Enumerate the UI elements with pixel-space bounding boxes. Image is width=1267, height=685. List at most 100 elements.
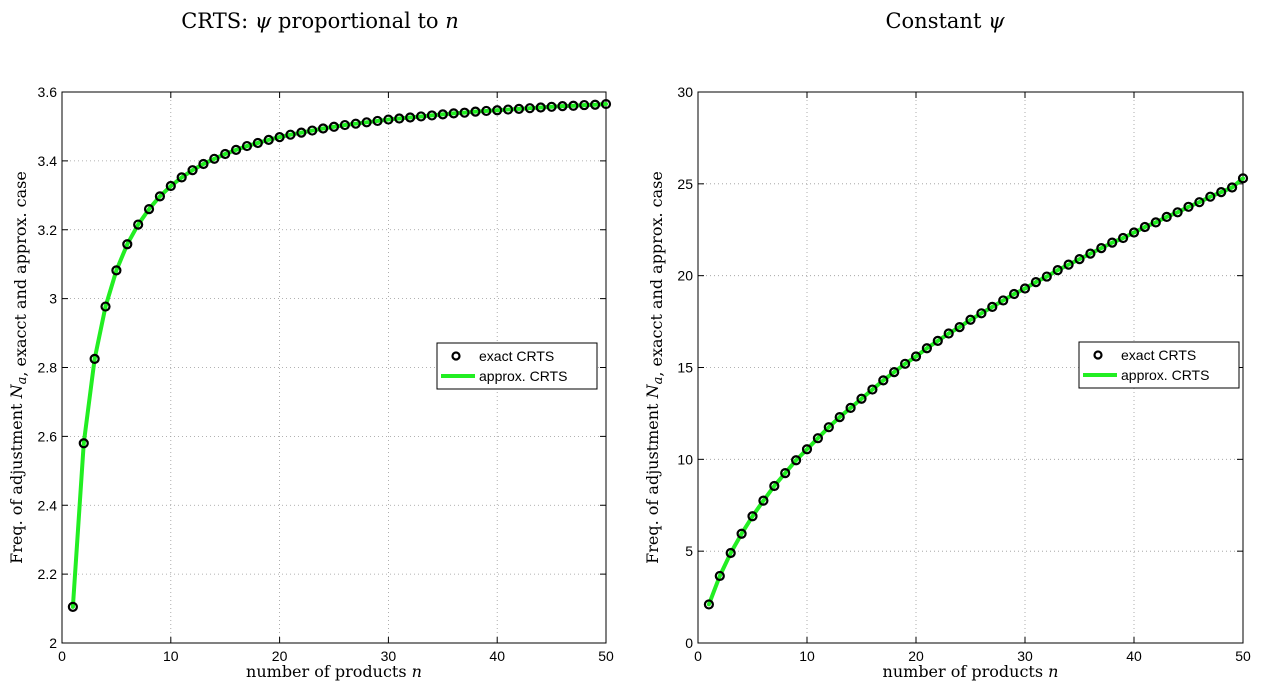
legend-marker-exact (451, 351, 461, 361)
x-axis-label: number of products n (246, 662, 422, 681)
data-point-exact (1117, 232, 1129, 244)
x-tick-label: 10 (799, 648, 815, 664)
y-tick-label: 5 (685, 543, 693, 559)
data-point-exact (878, 375, 889, 386)
data-point-exact (274, 132, 285, 143)
y-tick-label: 3 (49, 291, 57, 307)
data-point-exact (590, 99, 601, 110)
y-axis-label: Freq. of adjustment Na, exacct and appro… (7, 171, 30, 564)
data-point-exact (1074, 254, 1085, 265)
data-point-exact (394, 113, 405, 124)
data-point-exact (176, 172, 187, 183)
x-tick-label: 40 (1126, 648, 1142, 664)
data-point-exact (910, 351, 922, 362)
data-point-exact (1008, 288, 1020, 300)
data-point-exact (513, 103, 525, 114)
data-point-exact (285, 129, 296, 140)
data-point-exact (122, 239, 133, 250)
data-point-exact (481, 105, 492, 117)
data-point-exact (954, 321, 965, 333)
data-point-exact (100, 301, 111, 312)
y-tick-label: 3.6 (38, 84, 58, 100)
data-point-exact (1041, 271, 1052, 282)
data-point-exact (415, 111, 427, 122)
chart-title: Constant ψ (885, 9, 1005, 33)
data-point-exact (1139, 221, 1151, 233)
legend-label-exact: exact CRTS (1121, 347, 1196, 363)
data-point-exact (307, 125, 318, 136)
data-point-exact (579, 99, 590, 111)
x-tick-label: 40 (489, 648, 505, 664)
data-point-exact (899, 358, 911, 369)
chart-panel-1: 0 10 20 30 40 50 2 2.2 2.4 2.6 2.8 3 3.2 3.4 3.6 CRTS: … (7, 9, 614, 681)
data-point-exact (318, 123, 329, 134)
data-point-exact (1172, 207, 1183, 218)
data-point-exact (703, 599, 715, 610)
y-tick-label: 15 (677, 360, 693, 376)
y-tick-label: 2.4 (38, 497, 58, 513)
data-point-exact (812, 433, 824, 444)
legend-box (1078, 341, 1240, 389)
data-point-exact (437, 109, 448, 120)
data-point-exact (1019, 283, 1031, 294)
y-tick-label: 3.2 (38, 222, 58, 238)
legend-label-exact: exact CRTS (479, 348, 554, 364)
data-point-exact (426, 110, 438, 121)
data-point-exact (350, 118, 361, 129)
legend-label-approx: approx. CRTS (1121, 367, 1209, 383)
data-point-exact (220, 148, 231, 160)
x-tick-label: 0 (694, 648, 702, 664)
y-tick-label: 20 (677, 268, 693, 284)
y-axis-label: Freq. of adjustment Na, exacct and appro… (643, 171, 666, 564)
data-point-exact (834, 411, 845, 423)
data-point-exact (823, 422, 834, 433)
data-point-exact (1216, 186, 1227, 198)
legend: exact CRTS approx. CRTS (436, 342, 598, 390)
x-tick-label: 20 (908, 648, 924, 664)
data-point-exact (89, 353, 100, 364)
data-point-exact (448, 108, 459, 119)
legend-marker-exact (1093, 350, 1103, 360)
data-point-exact (524, 103, 535, 114)
data-point-exact (1237, 173, 1249, 184)
data-point-exact (758, 495, 769, 506)
data-point-exact (714, 570, 725, 582)
data-point-exact (492, 105, 503, 116)
data-point-exact (600, 98, 612, 110)
data-point-exact (736, 528, 747, 539)
data-point-exact (230, 144, 242, 155)
data-point-exact (557, 101, 568, 112)
data-point-exact (459, 107, 470, 118)
data-point-exact (965, 314, 976, 325)
data-point-exact (1194, 197, 1205, 208)
data-point-exact (339, 119, 350, 131)
data-point-exact (1161, 211, 1172, 222)
series-line-approx (70, 102, 608, 609)
data-point-exact (470, 106, 481, 117)
data-point-exact (296, 127, 307, 138)
legend-box (436, 342, 598, 390)
data-point-exact (209, 153, 220, 164)
series-line-approx (706, 176, 1245, 607)
data-point-exact (790, 455, 802, 466)
data-point-exact (361, 117, 372, 128)
x-tick-label: 50 (1235, 648, 1251, 664)
data-point-exact (502, 104, 514, 115)
data-point-exact (747, 511, 758, 522)
x-tick-label: 0 (58, 648, 66, 664)
data-point-exact (987, 301, 998, 312)
data-point-exact (998, 295, 1009, 306)
x-tick-label: 20 (272, 648, 288, 664)
data-point-exact (1150, 217, 1161, 228)
data-point-exact (1107, 237, 1118, 248)
data-point-exact (241, 140, 253, 152)
y-tick-label: 10 (677, 451, 693, 467)
data-point-exact (921, 343, 933, 354)
y-tick-label: 2 (49, 635, 57, 651)
data-point-exact (1030, 276, 1042, 288)
data-point-exact (1226, 182, 1238, 193)
data-point-exact (1205, 191, 1216, 202)
data-point-exact (1063, 259, 1074, 270)
data-point-exact (976, 308, 987, 319)
